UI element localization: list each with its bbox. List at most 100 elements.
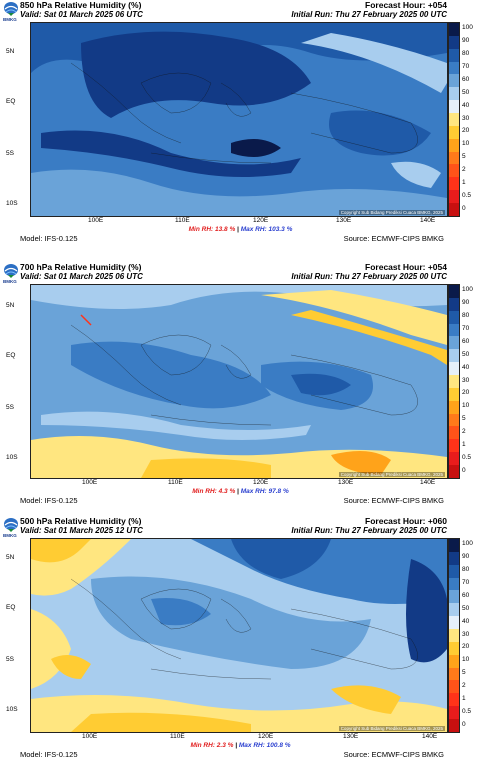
colorbar-segment [449, 564, 459, 578]
initial-run: Initial Run: Thu 27 February 2025 00 UTC [291, 10, 447, 19]
colorbar-segment [449, 465, 459, 478]
colorbar-label: 70 [462, 325, 470, 333]
humidity-map: Copyright Sub Bidang Prediksi Cuaca BMKG… [30, 284, 448, 479]
colorbar-label: 10 [462, 402, 470, 410]
humidity-map: Copyright Sub Bidang Prediksi Cuaca BMKG… [30, 22, 448, 217]
model-label: Model: IFS-0.125 [20, 234, 78, 243]
colorbar-label: 0 [462, 466, 466, 474]
model-label: Model: IFS-0.125 [20, 496, 78, 505]
initial-run: Initial Run: Thu 27 February 2025 00 UTC [291, 272, 447, 281]
colorbar-segment [449, 177, 459, 191]
colorbar-segment [449, 654, 459, 668]
colorbar-segment [449, 87, 459, 101]
colorbar-label: 60 [462, 75, 470, 83]
colorbar-label: 0.5 [462, 707, 472, 715]
valid-time: Valid: Sat 01 March 2025 12 UTC [20, 526, 143, 535]
colorbar-segment [449, 285, 459, 298]
rh-separator: | [237, 488, 239, 495]
colorbar-label: 5 [462, 153, 466, 161]
colorbar-segment [449, 151, 459, 165]
bmkg-logo-icon [4, 518, 18, 532]
colorbar-label: 50 [462, 604, 470, 612]
copyright-note: Copyright Sub Bidang Prediksi Cuaca BMKG… [338, 472, 445, 477]
colorbar-label: 80 [462, 312, 470, 320]
colorbar-segment [449, 100, 459, 114]
min-rh: Min RH: 4.3 % [192, 488, 236, 495]
lon-label: 100E [82, 733, 98, 740]
forecast-hour: Forecast Hour: +054 [365, 262, 447, 272]
colorbar-label: 70 [462, 579, 470, 587]
colorbar-segment [449, 590, 459, 604]
colorbar-segment [449, 693, 459, 707]
map-title: 850 hPa Relative Humidity (%) [20, 0, 142, 10]
lon-label: 100E [88, 217, 104, 224]
colorbar-label: 0 [462, 720, 466, 728]
colorbar-label: 40 [462, 617, 470, 625]
lon-label: 120E [253, 479, 269, 486]
colorbar-segment [449, 667, 459, 681]
colorbar-segment [449, 61, 459, 75]
colorbar-segment [449, 297, 459, 311]
valid-time: Valid: Sat 01 March 2025 06 UTC [20, 272, 143, 281]
lon-label: 140E [422, 733, 438, 740]
colorbar-label: 2 [462, 427, 466, 435]
colorbar-segment [449, 426, 459, 440]
rh-range: Min RH: 13.8 % | Max RH: 103.3 % [0, 226, 481, 233]
colorbar-label: 60 [462, 337, 470, 345]
colorbar-segment [449, 35, 459, 49]
colorbar-label: 100 [462, 540, 473, 548]
colorbar-label: 0.5 [462, 191, 472, 199]
colorbar-segment [449, 629, 459, 642]
lon-label: 140E [420, 479, 436, 486]
colorbar-label: 90 [462, 37, 470, 45]
rh-separator: | [237, 226, 239, 233]
colorbar-label: 50 [462, 350, 470, 358]
lat-label: 5S [6, 150, 14, 157]
colorbar-segment [449, 413, 459, 427]
lat-label: EQ [6, 604, 16, 611]
lon-label: 140E [420, 217, 436, 224]
colorbar-label: 1 [462, 440, 466, 448]
humidity-field [31, 285, 447, 478]
colorbar-segment [449, 616, 459, 630]
colorbar-segment [449, 387, 459, 401]
humidity-field [31, 23, 447, 216]
rh-separator: | [235, 742, 238, 749]
colorbar-segment [449, 452, 459, 466]
colorbar-label: 20 [462, 127, 470, 135]
colorbar-label: 0.5 [462, 453, 472, 461]
bmkg-logo-icon [4, 264, 18, 278]
map-panel-500: BMKG 500 hPa Relative Humidity (%) Valid… [0, 516, 481, 768]
colorbar [448, 284, 460, 479]
colorbar-segment [449, 138, 459, 152]
lon-label: 130E [343, 733, 359, 740]
colorbar [448, 22, 460, 217]
map-title: 500 hPa Relative Humidity (%) [20, 516, 142, 526]
source-label: Source: ECMWF-CIPS BMKG [343, 496, 444, 505]
colorbar-label: 1 [462, 694, 466, 702]
colorbar-label: 80 [462, 566, 470, 574]
colorbar-segment [449, 310, 459, 324]
max-rh: Max RH: 103.3 % [240, 226, 293, 233]
colorbar-label: 30 [462, 376, 470, 384]
colorbar-label: 50 [462, 88, 470, 96]
colorbar-label: 30 [462, 630, 470, 638]
colorbar-segment [449, 706, 459, 720]
logo-text: BMKG [3, 533, 17, 538]
colorbar-segment [449, 323, 459, 337]
colorbar-segment [449, 577, 459, 591]
colorbar-segment [449, 113, 459, 126]
colorbar-segment [449, 362, 459, 376]
colorbar-segment [449, 539, 459, 552]
colorbar-label: 20 [462, 643, 470, 651]
colorbar-label: 5 [462, 415, 466, 423]
colorbar-label: 40 [462, 101, 470, 109]
rh-range: Min RH: 4.3 % | Max RH: 97.8 % [0, 488, 481, 495]
copyright-note: Copyright Sub Bidang Prediksi Cuaca BMKG… [338, 210, 445, 215]
bmkg-logo-icon [4, 2, 18, 16]
lon-label: 100E [82, 479, 98, 486]
colorbar-segment [449, 203, 459, 216]
max-rh: Max RH: 100.8 % [238, 742, 291, 749]
colorbar-label: 0 [462, 204, 466, 212]
lon-label: 130E [338, 479, 354, 486]
